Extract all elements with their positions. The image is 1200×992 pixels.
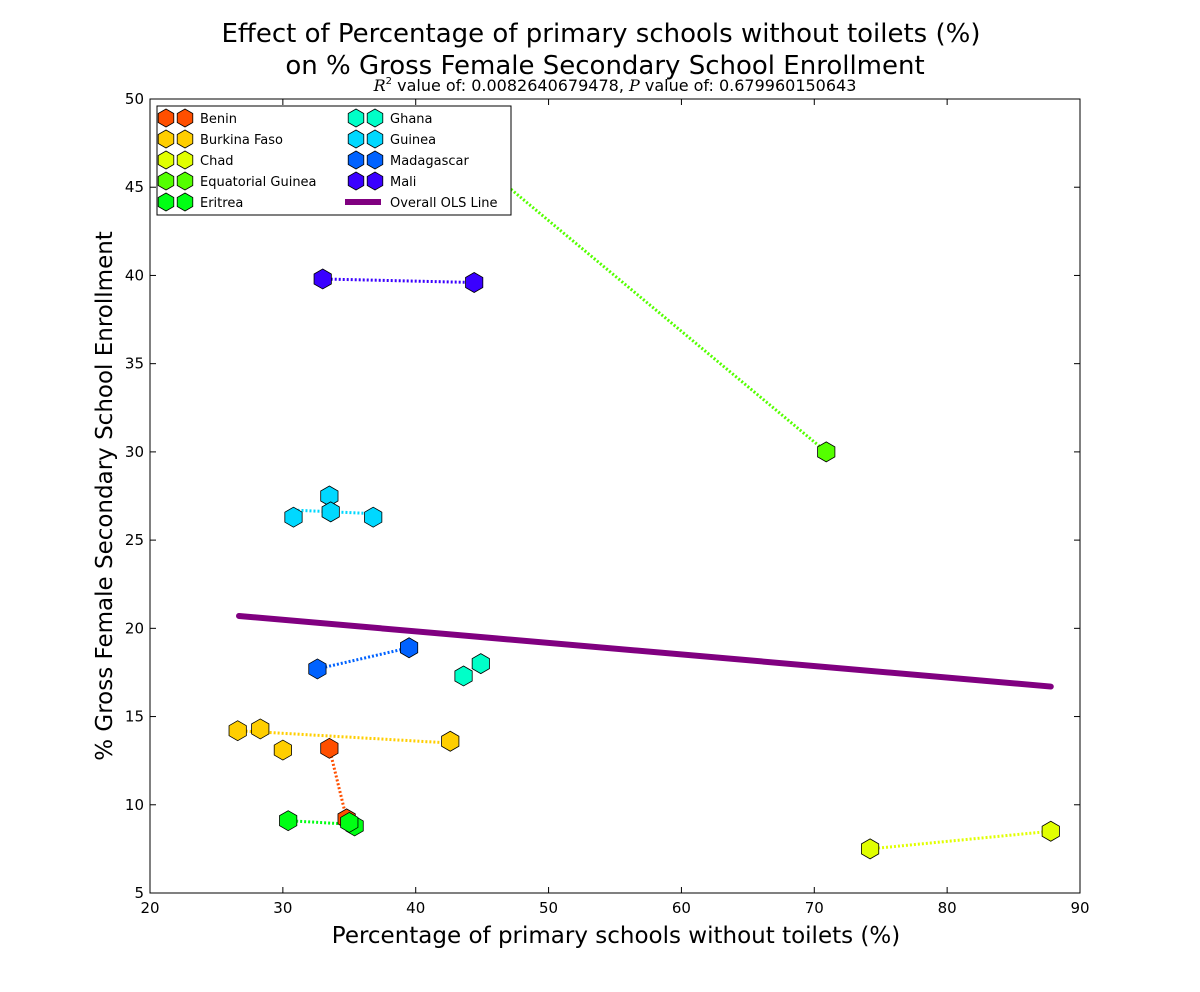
y-tick-label: 5 xyxy=(134,884,144,902)
data-point-mali xyxy=(313,268,332,290)
data-point-burkina-faso xyxy=(441,730,460,752)
x-axis-label: Percentage of primary schools without to… xyxy=(332,923,900,949)
chart-subtitle: R2 value of: 0.0082640679478, P value of… xyxy=(373,76,857,95)
legend-marker-madagascar xyxy=(366,150,384,170)
y-tick-label: 40 xyxy=(125,266,144,284)
series-line-benin xyxy=(327,747,349,820)
legend-marker-benin xyxy=(176,108,194,128)
x-tick-label: 80 xyxy=(938,899,957,917)
y-tick-label: 30 xyxy=(125,443,144,461)
data-point-madagascar xyxy=(308,658,327,680)
legend-label-guinea: Guinea xyxy=(390,133,436,148)
x-tick-label: 90 xyxy=(1070,899,1089,917)
data-point-benin xyxy=(320,737,339,759)
legend-marker-chad xyxy=(176,150,194,170)
chart-title-line2: on % Gross Female Secondary School Enrol… xyxy=(285,51,924,81)
chart-title-line1: Effect of Percentage of primary schools … xyxy=(221,19,980,49)
legend-marker-mali xyxy=(366,171,384,191)
legend-label-ghana: Ghana xyxy=(390,112,433,127)
plot-frame xyxy=(149,98,1081,894)
legend-marker-equatorial-guinea xyxy=(176,171,194,191)
data-point-madagascar xyxy=(400,637,419,659)
series-line-guinea xyxy=(293,508,374,516)
data-point-eritrea xyxy=(340,811,359,833)
y-tick-label: 10 xyxy=(125,796,144,814)
series-line-burkina-faso xyxy=(237,729,451,745)
plot-content xyxy=(228,141,1060,860)
legend-marker-mali xyxy=(347,171,365,191)
data-point-chad xyxy=(1041,820,1060,842)
series-line-chad xyxy=(869,829,1051,851)
y-tick-label: 50 xyxy=(125,90,144,108)
legend-marker-burkina-faso xyxy=(157,129,175,149)
series-line-equatorial-guinea xyxy=(454,141,828,454)
x-tick-label: 20 xyxy=(140,899,159,917)
legend-label-chad: Chad xyxy=(200,154,234,169)
data-point-guinea xyxy=(364,506,383,528)
legend-marker-guinea xyxy=(366,129,384,149)
legend-label-benin: Benin xyxy=(200,112,237,127)
data-point-guinea xyxy=(284,506,303,528)
legend-marker-chad xyxy=(157,150,175,170)
series-line-madagascar xyxy=(317,646,410,671)
legend-marker-eritrea xyxy=(157,192,175,212)
y-tick-label: 25 xyxy=(125,531,144,549)
series-line-mali xyxy=(322,277,475,285)
data-point-burkina-faso xyxy=(273,739,292,761)
x-tick-label: 70 xyxy=(805,899,824,917)
x-tick-label: 30 xyxy=(273,899,292,917)
ols-line xyxy=(236,612,1054,690)
data-point-guinea xyxy=(321,501,340,523)
legend-label-overall-ols-line: Overall OLS Line xyxy=(390,196,498,211)
legend-marker-ghana xyxy=(347,108,365,128)
legend-marker-guinea xyxy=(347,129,365,149)
data-point-ghana xyxy=(454,665,473,687)
legend-marker-benin xyxy=(157,108,175,128)
legend-marker-ghana xyxy=(366,108,384,128)
legend-label-burkina-faso: Burkina Faso xyxy=(200,133,283,148)
data-point-burkina-faso xyxy=(251,718,270,740)
legend-marker-burkina-faso xyxy=(176,129,194,149)
legend-label-madagascar: Madagascar xyxy=(390,154,470,169)
legend: Benin Burkina Faso Chad Equatorial Guinea Er… xyxy=(156,105,512,216)
legend-marker-equatorial-guinea xyxy=(157,171,175,191)
x-tick-label: 50 xyxy=(539,899,558,917)
data-point-ghana xyxy=(471,653,490,675)
y-tick-label: 45 xyxy=(125,178,144,196)
x-tick-label: 40 xyxy=(406,899,425,917)
data-point-mali xyxy=(465,272,484,293)
y-axis-label: % Gross Female Secondary School Enrollme… xyxy=(92,231,118,761)
legend-marker-madagascar xyxy=(347,150,365,170)
legend-label-equatorial-guinea: Equatorial Guinea xyxy=(200,175,317,190)
data-point-burkina-faso xyxy=(228,720,247,742)
r2-text: value of: 0.0082640679478, xyxy=(392,76,629,95)
y-tick-label: 20 xyxy=(125,619,144,637)
y-tick-label: 15 xyxy=(125,708,144,726)
x-tick-label: 60 xyxy=(672,899,691,917)
legend-box xyxy=(156,105,512,216)
legend-label-eritrea: Eritrea xyxy=(200,196,243,211)
r2-symbol: R xyxy=(373,76,386,95)
p-symbol: P xyxy=(628,76,640,95)
data-point-equatorial-guinea xyxy=(817,441,836,463)
r2-exponent: 2 xyxy=(386,76,392,87)
data-point-chad xyxy=(861,838,880,860)
legend-label-mali: Mali xyxy=(390,175,416,190)
data-point-eritrea xyxy=(279,810,298,832)
y-tick-label: 35 xyxy=(125,355,144,373)
p-text: value of: 0.679960150643 xyxy=(640,76,857,95)
legend-marker-eritrea xyxy=(176,192,194,212)
axis-ticks: 20 30 40 50 60 70 80 90 5 10 15 20 25 30 35 40 45 50 xyxy=(125,90,1090,917)
